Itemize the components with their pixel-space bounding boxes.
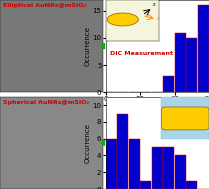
Bar — [129, 139, 140, 189]
Bar — [152, 147, 163, 189]
Bar — [175, 156, 186, 189]
X-axis label: Polar Angle / °: Polar Angle / ° — [132, 104, 182, 110]
Text: Elliptical AuNRs@mSiO₂: Elliptical AuNRs@mSiO₂ — [3, 3, 86, 8]
Y-axis label: Occurrence: Occurrence — [85, 123, 91, 163]
Y-axis label: Occurrence: Occurrence — [85, 26, 91, 66]
Bar — [198, 5, 209, 92]
Text: Spherical AuNRs@mSiO₂: Spherical AuNRs@mSiO₂ — [3, 100, 89, 105]
Bar — [186, 38, 197, 92]
Bar — [117, 114, 128, 189]
Bar — [106, 139, 117, 189]
Bar — [175, 33, 186, 92]
Bar — [186, 181, 197, 189]
Bar — [140, 181, 151, 189]
Bar — [163, 76, 174, 92]
Text: DIC Measurement: DIC Measurement — [110, 51, 173, 56]
Bar — [163, 147, 174, 189]
